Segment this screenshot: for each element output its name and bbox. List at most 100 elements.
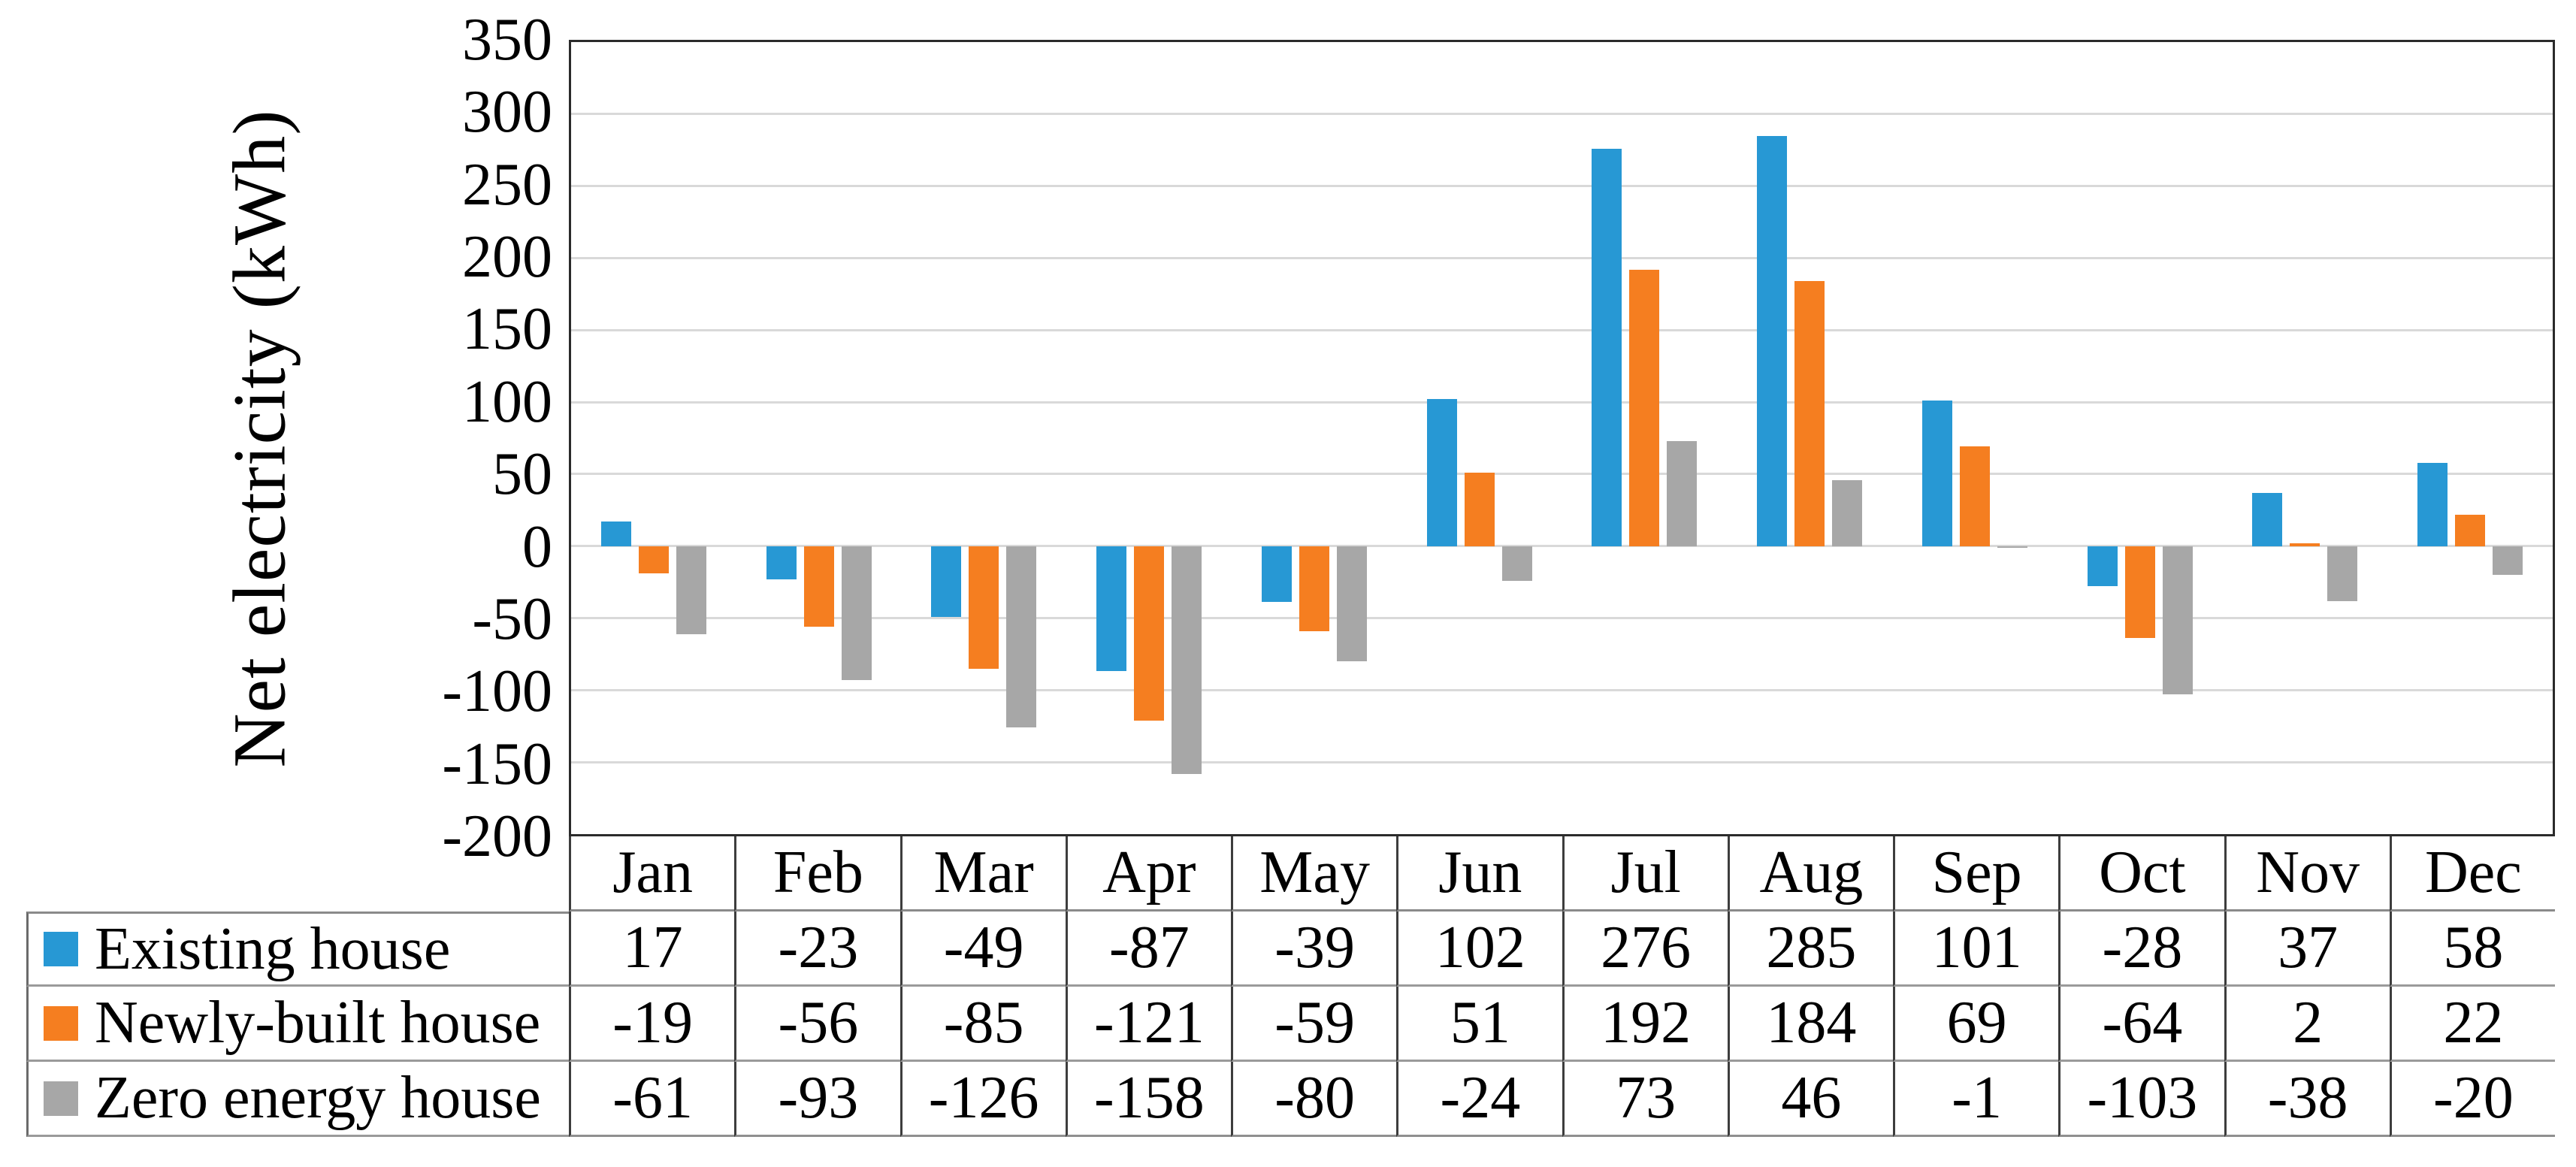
bar-existing-house-dec (2417, 462, 2448, 546)
value-cell-jan: -19 (569, 987, 735, 1062)
bar-zero-energy-house-sep (1997, 546, 2027, 548)
value-cell-aug: 184 (1727, 987, 1893, 1062)
value-cell-feb: -93 (734, 1062, 900, 1137)
value-cell-may: -80 (1231, 1062, 1397, 1137)
value-cell-jun: -24 (1396, 1062, 1562, 1137)
month-header-jul: Jul (1562, 836, 1728, 912)
legend-zero-energy-house: Zero energy house (26, 1062, 569, 1137)
y-tick-label: 350 (462, 7, 552, 73)
bar-zero-energy-house-nov (2327, 546, 2358, 601)
value-cell-may: -39 (1231, 912, 1397, 987)
bar-zero-energy-house-apr (1172, 546, 1202, 774)
y-tick-label: 100 (462, 368, 552, 435)
bar-newly-built-house-aug (1794, 281, 1825, 546)
value-cell-aug: 46 (1727, 1062, 1893, 1137)
bar-zero-energy-house-dec (2493, 546, 2523, 576)
value-cell-sep: -1 (1893, 1062, 2059, 1137)
bar-existing-house-aug (1757, 135, 1788, 546)
month-header-aug: Aug (1727, 836, 1893, 912)
bar-zero-energy-house-feb (841, 546, 872, 680)
month-header-jan: Jan (569, 836, 735, 912)
legend-swatch-icon (44, 1005, 78, 1041)
y-tick-label: 0 (522, 513, 552, 580)
y-tick-label: 50 (492, 441, 552, 508)
bar-newly-built-house-jul (1629, 269, 1660, 546)
value-cell-jan: 17 (569, 912, 735, 987)
bar-existing-house-apr (1096, 546, 1127, 672)
gridline (571, 545, 2553, 548)
value-cell-nov: -38 (2224, 1062, 2390, 1137)
gridline (571, 113, 2553, 116)
value-cell-nov: 2 (2224, 987, 2390, 1062)
month-header-mar: Mar (899, 836, 1066, 912)
y-tick-label: 300 (462, 79, 552, 146)
gridline (571, 256, 2553, 259)
value-cell-feb: -23 (734, 912, 900, 987)
value-cell-feb: -56 (734, 987, 900, 1062)
bar-existing-house-mar (931, 546, 962, 617)
bar-newly-built-house-jun (1464, 472, 1495, 546)
bar-zero-energy-house-jun (1501, 546, 1532, 581)
y-axis-title: Net electricity (kWh) (203, 40, 316, 836)
bar-newly-built-house-nov (2290, 543, 2321, 546)
gridline (571, 401, 2553, 404)
bar-zero-energy-house-jul (1667, 440, 1698, 546)
bar-existing-house-jan (600, 522, 631, 546)
value-cell-dec: 22 (2389, 987, 2555, 1062)
month-header-feb: Feb (734, 836, 900, 912)
value-cell-aug: 285 (1727, 912, 1893, 987)
bar-newly-built-house-oct (2124, 546, 2155, 639)
table-corner-blank (26, 836, 569, 912)
value-cell-jul: 192 (1562, 987, 1728, 1062)
bar-zero-energy-house-aug (1832, 479, 1863, 546)
bar-zero-energy-house-oct (2162, 546, 2193, 695)
value-cell-mar: -49 (899, 912, 1066, 987)
bar-newly-built-house-may (1299, 546, 1329, 631)
bar-existing-house-feb (766, 546, 797, 579)
month-header-sep: Sep (1893, 836, 2059, 912)
gridline (571, 688, 2553, 691)
month-header-jun: Jun (1396, 836, 1562, 912)
value-cell-oct: -64 (2058, 987, 2224, 1062)
month-header-may: May (1231, 836, 1397, 912)
bar-newly-built-house-jan (638, 546, 669, 574)
plot-area (569, 40, 2555, 836)
value-cell-apr: -87 (1065, 912, 1231, 987)
gridline (571, 473, 2553, 476)
gridline (571, 760, 2553, 763)
bar-existing-house-jul (1592, 148, 1622, 546)
gridline (571, 328, 2553, 331)
bar-existing-house-nov (2252, 492, 2283, 546)
value-cell-apr: -158 (1065, 1062, 1231, 1137)
value-cell-apr: -121 (1065, 987, 1231, 1062)
bar-zero-energy-house-mar (1006, 546, 1037, 728)
bar-zero-energy-house-jan (676, 546, 706, 634)
gridline (571, 617, 2553, 620)
bar-existing-house-may (1261, 546, 1292, 603)
legend-newly-built-house: Newly-built house (26, 987, 569, 1062)
value-cell-nov: 37 (2224, 912, 2390, 987)
bar-newly-built-house-apr (1134, 546, 1165, 721)
value-cell-oct: -103 (2058, 1062, 2224, 1137)
bar-newly-built-house-dec (2455, 514, 2486, 546)
legend-swatch-icon (44, 932, 78, 966)
bar-zero-energy-house-may (1336, 546, 1367, 662)
data-table: Jan Feb Mar Apr May Jun Jul Aug Sep Oct Nov Dec Exis… (26, 836, 2555, 1137)
y-tick-label: -100 (442, 658, 552, 725)
value-cell-jul: 276 (1562, 912, 1728, 987)
value-cell-sep: 69 (1893, 987, 2059, 1062)
bar-newly-built-house-sep (1959, 446, 1990, 546)
value-cell-jun: 102 (1396, 912, 1562, 987)
bar-existing-house-sep (1921, 401, 1952, 546)
gridline (571, 185, 2553, 188)
y-tick-label: -150 (442, 730, 552, 797)
legend-swatch-icon (44, 1081, 78, 1116)
bar-existing-house-oct (2087, 546, 2118, 587)
value-cell-oct: -28 (2058, 912, 2224, 987)
legend-label: Existing house (95, 915, 451, 982)
value-cell-jun: 51 (1396, 987, 1562, 1062)
value-cell-sep: 101 (1893, 912, 2059, 987)
bar-newly-built-house-feb (803, 546, 834, 627)
y-tick-label: -200 (442, 803, 552, 869)
